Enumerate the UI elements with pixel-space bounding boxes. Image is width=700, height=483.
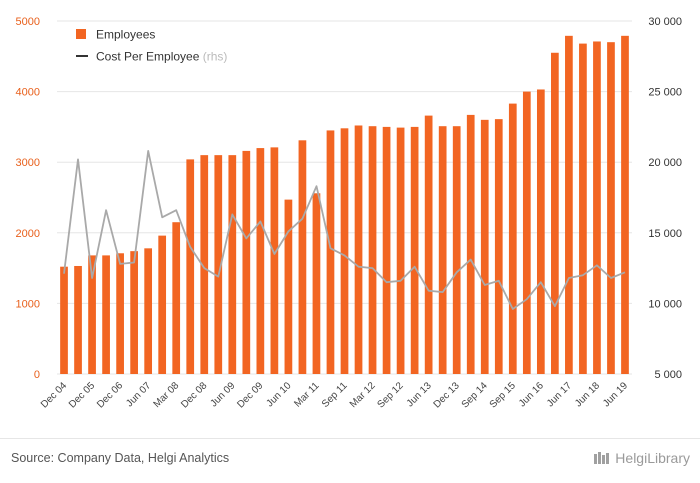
y-right-tick-label: 10 000 [648,298,682,310]
employees-bar [298,140,307,374]
x-tick-label: Dec 13 [432,380,462,410]
employees-bar [424,115,433,374]
x-tick-label: Dec 05 [67,380,97,410]
x-tick-label: Mar 12 [348,380,378,410]
x-tick-label: Jun 17 [545,380,574,409]
x-tick-label: Mar 08 [152,380,182,410]
chart-svg: 0 1000 2000 3000 4000 5000 5 000 10 000 15 000 20… [16,16,682,411]
x-tick-label: Jun 18 [573,380,602,409]
y-left-tick-label: 3000 [16,157,40,169]
y-right-tick-label: 5 000 [654,369,682,381]
x-tick-label: Jun 09 [208,380,237,409]
employees-bar [410,126,419,375]
employees-bar [551,52,559,375]
employees-bar [130,251,138,374]
x-tick-label: Dec 09 [235,380,265,410]
employees-bar [522,91,531,374]
employees-bar [312,193,321,374]
x-tick-label: Sep 12 [376,380,406,410]
employees-bar [593,41,601,374]
x-tick-label: Jun 10 [265,380,294,409]
x-tick-label: Jun 19 [601,380,630,409]
legend-swatch-employees [76,29,86,39]
y-left-tick-label: 0 [34,369,40,381]
x-tick-label: Dec 06 [95,380,125,410]
employees-bar [158,235,167,374]
employees-bar [116,253,124,374]
employees-bar [396,127,405,374]
y-right-tick-label: 30 000 [648,16,682,28]
x-tick-label: Jun 07 [124,380,153,409]
employees-bar [368,126,377,374]
legend-label-cost-suffix: (rhs) [203,50,228,64]
footer-divider [0,438,700,439]
library-icon [594,452,610,464]
x-tick-label: Jun 16 [517,380,546,409]
employees-bar [242,150,251,374]
y-left-tick-label: 4000 [16,87,40,99]
legend-label-employees: Employees [96,28,155,42]
employees-bar [88,255,96,374]
brand-name: HelgiLibrary [615,450,690,466]
y-right-tick-label: 20 000 [648,157,682,169]
brand-logo[interactable]: HelgiLibrary [593,450,690,466]
y-left-tick-label: 1000 [16,298,40,310]
employees-bar [256,148,265,374]
employees-bar [621,35,629,375]
employees-bar [536,89,545,375]
y-right-tick-label: 25 000 [648,87,682,99]
x-tick-label: Sep 14 [460,380,490,410]
employees-bar [214,155,223,374]
employees-bar [579,43,587,374]
employees-bar [60,266,68,374]
x-tick-label: Dec 04 [39,380,69,410]
employees-bar [508,103,517,375]
y-left-tick-label: 2000 [16,228,40,240]
employees-bar [172,222,181,374]
x-tick-label: Dec 08 [179,380,209,410]
x-tick-label: Mar 11 [292,380,322,410]
x-tick-label: Sep 11 [320,380,350,410]
employees-bar [102,255,110,374]
employees-bar [74,265,82,374]
employees-bar [270,147,279,374]
employees-bar [326,130,335,374]
employees-bar [382,126,391,375]
cost-per-employee-line [63,149,626,310]
employees-bar [452,126,461,374]
legend-label-cost: Cost Per Employee (rhs) [96,50,227,64]
employees-bar [494,119,503,374]
source-note: Source: Company Data, Helgi Analytics [11,451,230,465]
employees-bar [228,155,237,374]
x-tick-label: Sep 15 [488,380,518,410]
y-right-tick-label: 15 000 [648,228,682,240]
employees-bar [284,199,293,374]
employees-bar [438,126,447,374]
employees-bar [480,119,489,374]
employees-bar [200,155,209,374]
employees-bar [565,35,573,375]
x-tick-label: Jun 13 [405,380,434,409]
employees-bar [354,125,363,374]
y-left-tick-label: 5000 [16,16,40,28]
employees-bar [607,42,615,375]
employees-bar [186,159,195,374]
employees-bar [144,248,153,374]
employees-bar [340,128,349,374]
employees-bar [466,114,475,374]
